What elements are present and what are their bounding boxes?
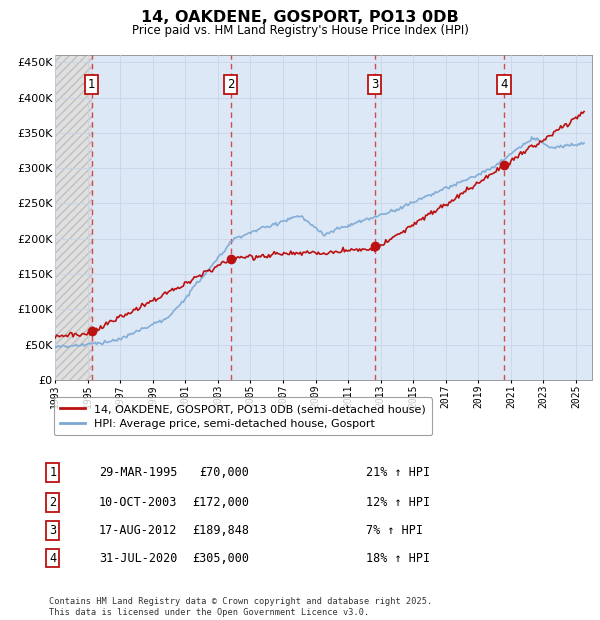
Text: 18% ↑ HPI: 18% ↑ HPI bbox=[366, 552, 430, 564]
Text: 31-JUL-2020: 31-JUL-2020 bbox=[99, 552, 178, 564]
Text: 29-MAR-1995: 29-MAR-1995 bbox=[99, 466, 178, 479]
Text: £70,000: £70,000 bbox=[199, 466, 249, 479]
Text: 1: 1 bbox=[88, 78, 95, 91]
Text: 21% ↑ HPI: 21% ↑ HPI bbox=[366, 466, 430, 479]
Text: 12% ↑ HPI: 12% ↑ HPI bbox=[366, 496, 430, 508]
Legend: 14, OAKDENE, GOSPORT, PO13 0DB (semi-detached house), HPI: Average price, semi-d: 14, OAKDENE, GOSPORT, PO13 0DB (semi-det… bbox=[53, 397, 432, 435]
Text: 14, OAKDENE, GOSPORT, PO13 0DB: 14, OAKDENE, GOSPORT, PO13 0DB bbox=[141, 10, 459, 25]
Text: 17-AUG-2012: 17-AUG-2012 bbox=[99, 524, 178, 536]
Text: 7% ↑ HPI: 7% ↑ HPI bbox=[366, 524, 423, 536]
Text: £172,000: £172,000 bbox=[192, 496, 249, 508]
Text: 3: 3 bbox=[49, 524, 56, 536]
Text: Contains HM Land Registry data © Crown copyright and database right 2025.
This d: Contains HM Land Registry data © Crown c… bbox=[49, 598, 433, 617]
Text: Price paid vs. HM Land Registry's House Price Index (HPI): Price paid vs. HM Land Registry's House … bbox=[131, 24, 469, 37]
Text: £305,000: £305,000 bbox=[192, 552, 249, 564]
Text: 3: 3 bbox=[371, 78, 379, 91]
Text: £189,848: £189,848 bbox=[192, 524, 249, 536]
Text: 4: 4 bbox=[49, 552, 56, 564]
Text: 2: 2 bbox=[49, 496, 56, 508]
Text: 10-OCT-2003: 10-OCT-2003 bbox=[99, 496, 178, 508]
Text: 2: 2 bbox=[227, 78, 235, 91]
Text: 4: 4 bbox=[500, 78, 508, 91]
Text: 1: 1 bbox=[49, 466, 56, 479]
